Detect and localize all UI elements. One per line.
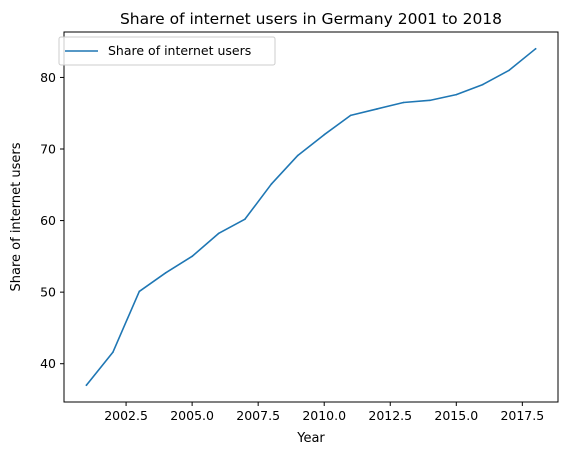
data-point-0-7 [270, 183, 273, 185]
data-point-0-12 [402, 101, 405, 104]
legend: Share of internet users [58, 36, 276, 66]
y-axis-label: Share of internet users [9, 142, 24, 291]
y-tick-label-1: 50 [40, 285, 56, 300]
x-tick-label-4: 2012.5 [368, 408, 412, 423]
x-axis-ticks: 2002.5 2005.0 2007.5 2010.0 2012.5 2015.0 2017… [104, 402, 544, 423]
chart-title: Share of internet users in Germany 2001 … [120, 10, 502, 28]
data-point-0-4 [191, 255, 193, 258]
data-point-0-3 [164, 272, 167, 274]
x-tick-label-1: 2005.0 [170, 408, 214, 423]
y-tick-label-2: 60 [40, 213, 56, 228]
x-tick-label-0: 2002.5 [104, 408, 148, 423]
x-axis-label: Year [296, 431, 325, 446]
legend-label: Share of internet users [108, 43, 251, 58]
data-point-0-17 [534, 48, 537, 50]
data-point-0-16 [508, 69, 510, 72]
data-point-0-8 [296, 154, 299, 157]
data-point-0-11 [376, 108, 378, 110]
data-point-0-6 [244, 218, 246, 220]
data-point-0-5 [217, 232, 220, 235]
x-tick-label-2: 2007.5 [236, 408, 280, 423]
y-tick-label-3: 70 [40, 142, 56, 157]
data-point-0-14 [455, 93, 458, 96]
data-point-0-0 [85, 384, 88, 386]
y-tick-label-0: 40 [40, 356, 56, 371]
data-point-0-13 [429, 99, 431, 102]
x-tick-label-3: 2010.0 [302, 408, 346, 423]
plot-area-frame [63, 31, 559, 403]
legend-box [58, 36, 276, 66]
data-point-0-10 [349, 114, 352, 117]
series-line-0 [85, 47, 537, 387]
x-tick-label-6: 2017.5 [500, 408, 544, 423]
x-tick-label-5: 2015.0 [434, 408, 478, 423]
y-tick-label-4: 80 [40, 70, 56, 85]
data-point-0-9 [323, 133, 326, 136]
data-point-0-15 [481, 83, 484, 86]
data-point-0-2 [138, 290, 141, 293]
series-layer [85, 47, 537, 387]
y-axis-ticks: 40 50 60 70 80 [40, 70, 64, 371]
data-point-0-1 [112, 351, 114, 354]
